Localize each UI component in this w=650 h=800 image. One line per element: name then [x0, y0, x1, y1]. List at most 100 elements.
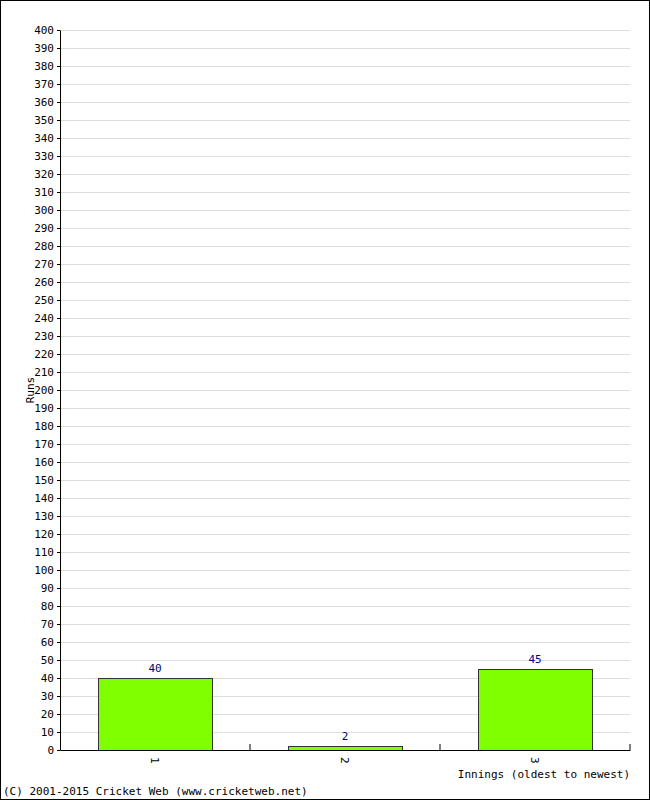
x-axis-title: Innings (oldest to newest) — [458, 768, 630, 781]
data-label: 2 — [342, 730, 349, 743]
y-tick: 140 — [34, 492, 60, 505]
grid-line — [60, 246, 630, 247]
y-tick: 60 — [41, 636, 60, 649]
y-tick-mark — [57, 192, 60, 193]
y-tick: 160 — [34, 456, 60, 469]
y-tick-label: 50 — [41, 654, 54, 667]
y-tick-mark — [57, 498, 60, 499]
grid-line — [60, 606, 630, 607]
y-tick: 110 — [34, 546, 60, 559]
grid-line — [60, 192, 630, 193]
grid-line — [60, 48, 630, 49]
y-tick-label: 120 — [34, 528, 54, 541]
y-tick: 400 — [34, 24, 60, 37]
y-tick-mark — [57, 318, 60, 319]
y-tick-label: 90 — [41, 582, 54, 595]
y-tick-label: 160 — [34, 456, 54, 469]
y-tick: 290 — [34, 222, 60, 235]
y-tick-label: 220 — [34, 348, 54, 361]
y-tick: 230 — [34, 330, 60, 343]
grid-line — [60, 444, 630, 445]
grid-line — [60, 390, 630, 391]
y-tick: 280 — [34, 240, 60, 253]
grid-line — [60, 174, 630, 175]
x-axis-line — [61, 750, 631, 751]
y-tick-mark — [57, 84, 60, 85]
y-tick-mark — [57, 534, 60, 535]
y-tick-mark — [57, 372, 60, 373]
y-tick: 100 — [34, 564, 60, 577]
y-tick-mark — [57, 408, 60, 409]
x-tick: 2 — [338, 750, 351, 764]
y-tick: 210 — [34, 366, 60, 379]
y-tick-mark — [57, 444, 60, 445]
bars — [98, 669, 592, 750]
grid-line — [60, 66, 630, 67]
y-tick-mark — [57, 660, 60, 661]
y-tick: 50 — [41, 654, 60, 667]
y-tick-mark — [57, 30, 60, 31]
y-tick: 320 — [34, 168, 60, 181]
y-tick-label: 350 — [34, 114, 54, 127]
grid-line — [60, 210, 630, 211]
y-tick-label: 10 — [41, 726, 54, 739]
y-tick: 0 — [47, 744, 60, 757]
grid-line — [60, 462, 630, 463]
y-axis: 0102030405060708090100110120130140150160… — [34, 24, 60, 757]
grid-line — [60, 228, 630, 229]
y-tick: 260 — [34, 276, 60, 289]
grid-line — [60, 408, 630, 409]
y-tick-mark — [57, 336, 60, 337]
grid-line — [60, 552, 630, 553]
y-tick: 390 — [34, 42, 60, 55]
y-tick: 220 — [34, 348, 60, 361]
y-tick-label: 210 — [34, 366, 54, 379]
background — [1, 1, 650, 800]
y-tick-mark — [57, 642, 60, 643]
y-tick-label: 380 — [34, 60, 54, 73]
bar — [478, 669, 592, 750]
y-tick-mark — [57, 48, 60, 49]
data-label: 40 — [148, 662, 161, 675]
y-tick-label: 270 — [34, 258, 54, 271]
y-tick-label: 200 — [34, 384, 54, 397]
grid-line — [60, 642, 630, 643]
y-tick: 180 — [34, 420, 60, 433]
y-tick-mark — [57, 390, 60, 391]
y-tick-mark — [57, 552, 60, 553]
plot: 0102030405060708090100110120130140150160… — [34, 24, 630, 764]
grid-line — [60, 480, 630, 481]
grid-line — [60, 120, 630, 121]
y-tick-mark — [57, 732, 60, 733]
y-tick-label: 170 — [34, 438, 54, 451]
y-tick-label: 290 — [34, 222, 54, 235]
y-tick: 330 — [34, 150, 60, 163]
y-tick: 10 — [41, 726, 60, 739]
grid-line — [60, 570, 630, 571]
y-tick: 70 — [41, 618, 60, 631]
chart: 0102030405060708090100110120130140150160… — [0, 0, 650, 800]
y-tick-label: 30 — [41, 690, 54, 703]
category-separator — [440, 744, 441, 750]
y-tick-mark — [57, 624, 60, 625]
y-tick: 190 — [34, 402, 60, 415]
y-tick-mark — [57, 66, 60, 67]
y-tick-label: 130 — [34, 510, 54, 523]
y-tick-mark — [57, 354, 60, 355]
grid-line — [60, 498, 630, 499]
y-tick-label: 240 — [34, 312, 54, 325]
y-tick: 360 — [34, 96, 60, 109]
grid-line — [60, 30, 630, 31]
grid-line — [60, 264, 630, 265]
y-tick-mark — [57, 696, 60, 697]
annotation: (C) 2001-2015 Cricket Web (www.cricketwe… — [3, 785, 308, 798]
y-tick-mark — [57, 462, 60, 463]
grid-line — [60, 300, 630, 301]
y-tick: 350 — [34, 114, 60, 127]
x-tick-label: 3 — [528, 757, 541, 764]
grid-line — [60, 102, 630, 103]
y-tick-label: 140 — [34, 492, 54, 505]
x-tick-label: 2 — [338, 757, 351, 764]
y-tick-label: 60 — [41, 636, 54, 649]
y-tick-label: 80 — [41, 600, 54, 613]
